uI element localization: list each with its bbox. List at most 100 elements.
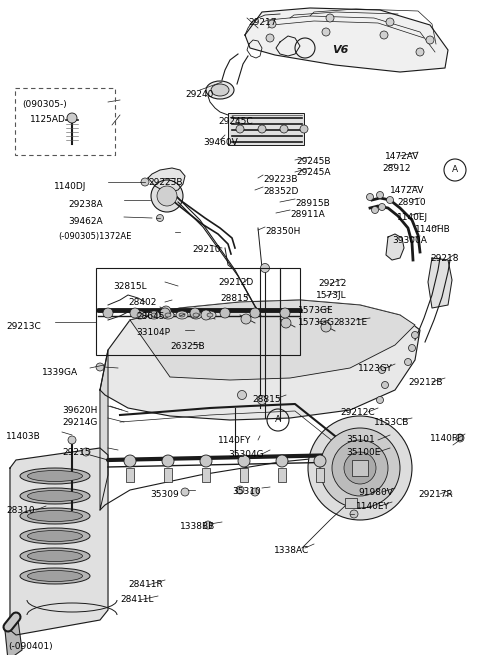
Text: 91980V: 91980V	[358, 488, 393, 497]
Bar	[316, 468, 324, 482]
Text: 28815: 28815	[252, 395, 281, 404]
Text: 1338AC: 1338AC	[274, 546, 309, 555]
Text: (-090305)1372AE: (-090305)1372AE	[58, 232, 132, 241]
Circle shape	[130, 308, 140, 318]
Polygon shape	[245, 8, 448, 72]
Circle shape	[257, 396, 266, 405]
Text: (090305-): (090305-)	[22, 100, 67, 109]
Ellipse shape	[20, 528, 90, 544]
Circle shape	[321, 322, 331, 332]
Polygon shape	[386, 234, 404, 260]
Bar	[15, 88, 115, 155]
Text: 33104P: 33104P	[136, 328, 170, 337]
Text: 29212: 29212	[318, 279, 347, 288]
Text: 1573GE: 1573GE	[298, 306, 334, 315]
Text: 28815: 28815	[220, 294, 249, 303]
Circle shape	[320, 428, 400, 508]
Ellipse shape	[27, 470, 83, 481]
Text: 28911A: 28911A	[290, 210, 325, 219]
Text: 39620H: 39620H	[62, 406, 97, 415]
Text: 29217: 29217	[248, 18, 276, 27]
Circle shape	[408, 345, 416, 352]
Bar	[345, 498, 357, 508]
Polygon shape	[5, 620, 22, 655]
Text: 29213C: 29213C	[6, 322, 41, 331]
Text: 35101: 35101	[346, 435, 375, 444]
Text: 1338BB: 1338BB	[180, 522, 215, 531]
Text: 1573GG: 1573GG	[298, 318, 335, 327]
Text: 1472AV: 1472AV	[390, 186, 424, 195]
Ellipse shape	[148, 311, 160, 319]
Text: 35310: 35310	[232, 487, 261, 496]
Text: 1140HB: 1140HB	[415, 225, 451, 234]
Circle shape	[281, 318, 291, 328]
Text: 35100E: 35100E	[346, 448, 380, 457]
Polygon shape	[100, 300, 420, 420]
Circle shape	[236, 125, 244, 133]
Bar	[164, 468, 172, 482]
Circle shape	[456, 434, 464, 442]
Ellipse shape	[207, 313, 213, 317]
Circle shape	[157, 186, 177, 206]
Circle shape	[200, 455, 212, 467]
Circle shape	[308, 416, 412, 520]
Ellipse shape	[134, 311, 146, 319]
Polygon shape	[148, 168, 185, 192]
Circle shape	[162, 455, 174, 467]
Text: 28321E: 28321E	[333, 318, 367, 327]
Text: 29214G: 29214G	[62, 418, 97, 427]
Ellipse shape	[27, 550, 83, 561]
Circle shape	[238, 455, 250, 467]
Ellipse shape	[27, 510, 83, 521]
Text: 29217R: 29217R	[418, 490, 453, 499]
Circle shape	[261, 263, 269, 272]
Circle shape	[151, 180, 183, 212]
Text: 1140EJ: 1140EJ	[397, 213, 428, 222]
Ellipse shape	[176, 311, 188, 319]
Circle shape	[181, 488, 189, 496]
Text: 29218: 29218	[430, 254, 458, 263]
Circle shape	[376, 191, 384, 198]
Circle shape	[276, 455, 288, 467]
Ellipse shape	[137, 313, 143, 317]
Text: 28310: 28310	[6, 506, 35, 515]
Bar	[126, 468, 134, 482]
Text: 1140FD: 1140FD	[430, 434, 465, 443]
Circle shape	[386, 18, 394, 26]
Ellipse shape	[193, 313, 199, 317]
Ellipse shape	[179, 313, 185, 317]
Text: 26325B: 26325B	[170, 342, 204, 351]
Circle shape	[258, 125, 266, 133]
Circle shape	[280, 125, 288, 133]
Text: 28910: 28910	[397, 198, 426, 207]
Circle shape	[416, 48, 424, 56]
Text: A: A	[452, 166, 458, 174]
Bar	[352, 460, 368, 476]
Circle shape	[266, 34, 274, 42]
Circle shape	[314, 455, 326, 467]
Bar	[240, 468, 248, 482]
Circle shape	[379, 204, 385, 210]
Circle shape	[376, 396, 384, 403]
Text: 1339GA: 1339GA	[42, 368, 78, 377]
Text: 1140EY: 1140EY	[356, 502, 390, 511]
Circle shape	[251, 488, 259, 496]
Text: 28402: 28402	[128, 298, 156, 307]
Circle shape	[386, 196, 394, 204]
Circle shape	[68, 436, 76, 444]
Text: 35309: 35309	[150, 490, 179, 499]
Circle shape	[190, 308, 200, 318]
Text: 28352D: 28352D	[263, 187, 299, 196]
Circle shape	[379, 367, 385, 373]
Circle shape	[322, 28, 330, 36]
Circle shape	[372, 206, 379, 214]
Circle shape	[156, 214, 164, 221]
Bar	[96, 268, 300, 355]
Circle shape	[344, 452, 376, 484]
Ellipse shape	[20, 468, 90, 484]
Text: 1140FY: 1140FY	[218, 436, 252, 445]
Text: 1123GY: 1123GY	[358, 364, 393, 373]
Circle shape	[250, 308, 260, 318]
Ellipse shape	[165, 313, 171, 317]
Text: A: A	[275, 415, 281, 424]
